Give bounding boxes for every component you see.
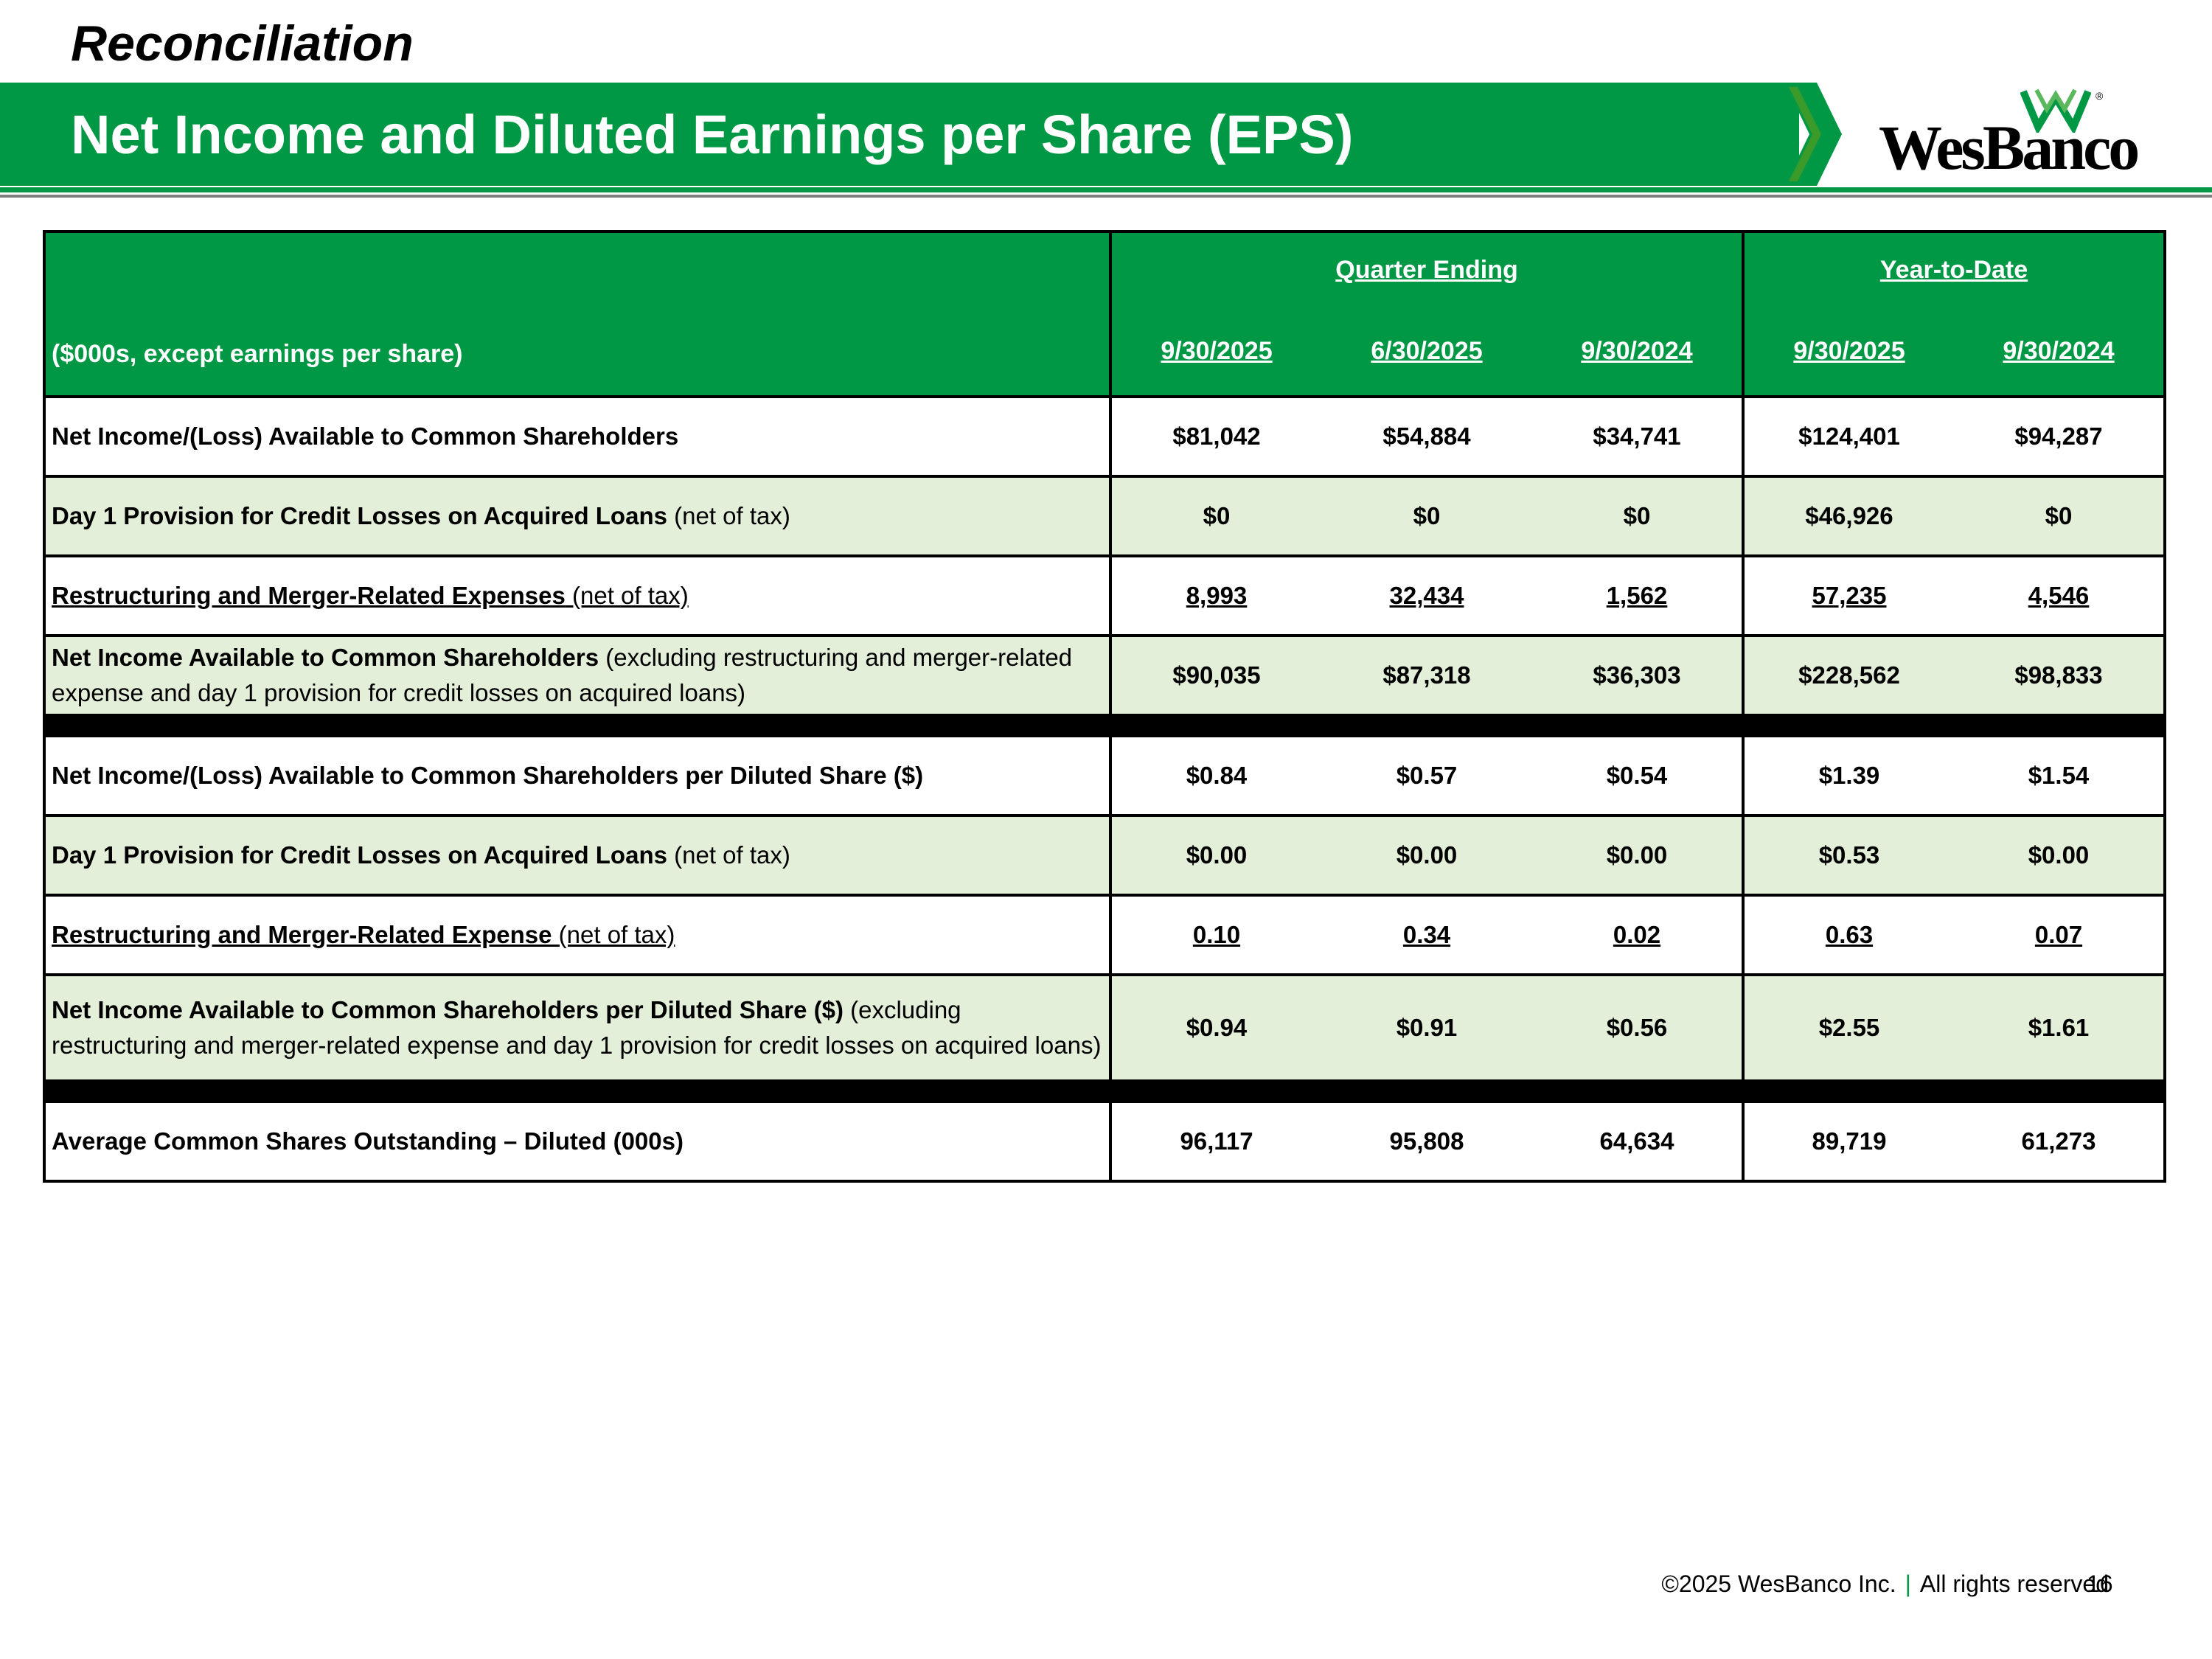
header-rule xyxy=(0,187,2212,192)
table-row: Day 1 Provision for Credit Losses on Acq… xyxy=(43,475,2166,557)
section-separator xyxy=(43,1079,2166,1103)
row-label: Net Income Available to Common Sharehold… xyxy=(52,644,599,671)
cell-value: $0 xyxy=(1954,475,2166,557)
group-quarter-ending: Quarter Ending xyxy=(1335,255,1518,284)
wesbanco-logo-text: WesBanco xyxy=(1879,112,2140,183)
unit-label: ($000s, except earnings per share) xyxy=(52,340,463,368)
cell-value: $46,926 xyxy=(1742,475,1954,557)
cell-value: 0.10 xyxy=(1109,894,1321,976)
rights-text: All rights reserved xyxy=(1919,1571,2109,1597)
row-label: Day 1 Provision for Credit Losses on Acq… xyxy=(52,502,667,529)
cell-value: $34,741 xyxy=(1532,395,1745,478)
cell-value: 0.34 xyxy=(1321,894,1532,976)
cell-value: 8,993 xyxy=(1109,554,1321,637)
cell-value: $0.57 xyxy=(1321,734,1532,817)
cell-value: $87,318 xyxy=(1321,634,1532,717)
registered-mark: ® xyxy=(2096,90,2104,102)
cell-value: 0.02 xyxy=(1532,894,1745,976)
date-header: 9/30/2024 xyxy=(1581,336,1693,365)
table-row: Average Common Shares Outstanding – Dilu… xyxy=(43,1100,2166,1183)
row-label: Restructuring and Merger-Related Expense xyxy=(52,921,552,948)
cell-value: $2.55 xyxy=(1742,973,1954,1082)
cell-value: 61,273 xyxy=(1954,1100,2166,1183)
table-row: Restructuring and Merger-Related Expense… xyxy=(43,554,2166,637)
cell-value: $0.91 xyxy=(1321,973,1532,1082)
cell-value: $0.00 xyxy=(1532,814,1745,897)
cell-value: $228,562 xyxy=(1742,634,1954,717)
cell-value: 0.07 xyxy=(1954,894,2166,976)
table-row: Net Income/(Loss) Available to Common Sh… xyxy=(43,734,2166,817)
reconciliation-table: ($000s, except earnings per share) Quart… xyxy=(43,230,2166,1183)
cell-value: 4,546 xyxy=(1954,554,2166,637)
cell-value: 89,719 xyxy=(1742,1100,1954,1183)
table-row: Net Income Available to Common Sharehold… xyxy=(43,973,2166,1082)
cell-value: $98,833 xyxy=(1954,634,2166,717)
table-row: Day 1 Provision for Credit Losses on Acq… xyxy=(43,814,2166,897)
group-year-to-date: Year-to-Date xyxy=(1879,255,2028,284)
row-label-note: (net of tax) xyxy=(565,582,689,609)
cell-value: $0.84 xyxy=(1109,734,1321,817)
footer-separator: | xyxy=(1905,1571,1911,1597)
date-header: 6/30/2025 xyxy=(1371,336,1483,365)
cell-value: $0.00 xyxy=(1321,814,1532,897)
cell-value: $1.54 xyxy=(1954,734,2166,817)
cell-value: 0.63 xyxy=(1742,894,1954,976)
row-label: Net Income Available to Common Sharehold… xyxy=(52,996,844,1023)
date-header: 9/30/2025 xyxy=(1793,336,1905,365)
cell-value: $1.61 xyxy=(1954,973,2166,1082)
header-rule-shadow xyxy=(0,195,2212,198)
cell-value: 95,808 xyxy=(1321,1100,1532,1183)
title-banner xyxy=(0,83,1799,186)
row-label: Net Income/(Loss) Available to Common Sh… xyxy=(52,762,924,789)
footer: ©2025 WesBanco Inc. | All rights reserved xyxy=(1548,1571,2109,1598)
cell-value: $54,884 xyxy=(1321,395,1532,478)
cell-value: $0.94 xyxy=(1109,973,1321,1082)
chevron-arrow-icon xyxy=(1784,83,1842,186)
cell-value: $94,287 xyxy=(1954,395,2166,478)
row-label-note: (excluding restructuring and merger-rela… xyxy=(52,644,1073,706)
date-header: 9/30/2024 xyxy=(2003,336,2115,365)
wesbanco-logo-icon xyxy=(2020,88,2091,133)
row-label: Restructuring and Merger-Related Expense… xyxy=(52,582,566,609)
row-label-note: (net of tax) xyxy=(667,841,790,869)
cell-value: $0 xyxy=(1109,475,1321,557)
row-label-note: (net of tax) xyxy=(552,921,675,948)
row-label: Day 1 Provision for Credit Losses on Acq… xyxy=(52,841,667,869)
row-label-note: (excluding restructuring and merger-rela… xyxy=(52,996,1102,1059)
cell-value: $0.00 xyxy=(1954,814,2166,897)
row-label: Net Income/(Loss) Available to Common Sh… xyxy=(52,422,679,450)
page-number: 16 xyxy=(2087,1571,2113,1597)
table-row: Net Income/(Loss) Available to Common Sh… xyxy=(43,395,2166,478)
cell-value: 1,562 xyxy=(1532,554,1745,637)
cell-value: $0 xyxy=(1321,475,1532,557)
date-header: 9/30/2025 xyxy=(1161,336,1273,365)
cell-value: $81,042 xyxy=(1109,395,1321,478)
cell-value: $90,035 xyxy=(1109,634,1321,717)
section-kicker: Reconciliation xyxy=(71,15,414,72)
cell-value: 57,235 xyxy=(1742,554,1954,637)
section-separator xyxy=(43,714,2166,737)
cell-value: 64,634 xyxy=(1532,1100,1745,1183)
cell-value: $36,303 xyxy=(1532,634,1745,717)
row-label: Average Common Shares Outstanding – Dilu… xyxy=(52,1127,684,1155)
cell-value: $1.39 xyxy=(1742,734,1954,817)
cell-value: $0.53 xyxy=(1742,814,1954,897)
header-row-dates: 9/30/2025 6/30/2025 9/30/2024 9/30/2025 … xyxy=(44,307,2166,398)
page-title: Net Income and Diluted Earnings per Shar… xyxy=(71,104,1354,165)
row-label-note: (net of tax) xyxy=(667,502,790,529)
cell-value: 32,434 xyxy=(1321,554,1532,637)
cell-value: $0.56 xyxy=(1532,973,1745,1082)
cell-value: 96,117 xyxy=(1109,1100,1321,1183)
cell-value: $0.00 xyxy=(1109,814,1321,897)
table-row: Restructuring and Merger-Related Expense… xyxy=(43,894,2166,976)
copyright-text: ©2025 WesBanco Inc. xyxy=(1661,1571,1896,1597)
cell-value: $0.54 xyxy=(1532,734,1745,817)
header-row-groups: ($000s, except earnings per share) Quart… xyxy=(43,230,2166,398)
cell-value: $0 xyxy=(1532,475,1745,557)
cell-value: $124,401 xyxy=(1742,395,1954,478)
table-row: Net Income Available to Common Sharehold… xyxy=(43,634,2166,717)
